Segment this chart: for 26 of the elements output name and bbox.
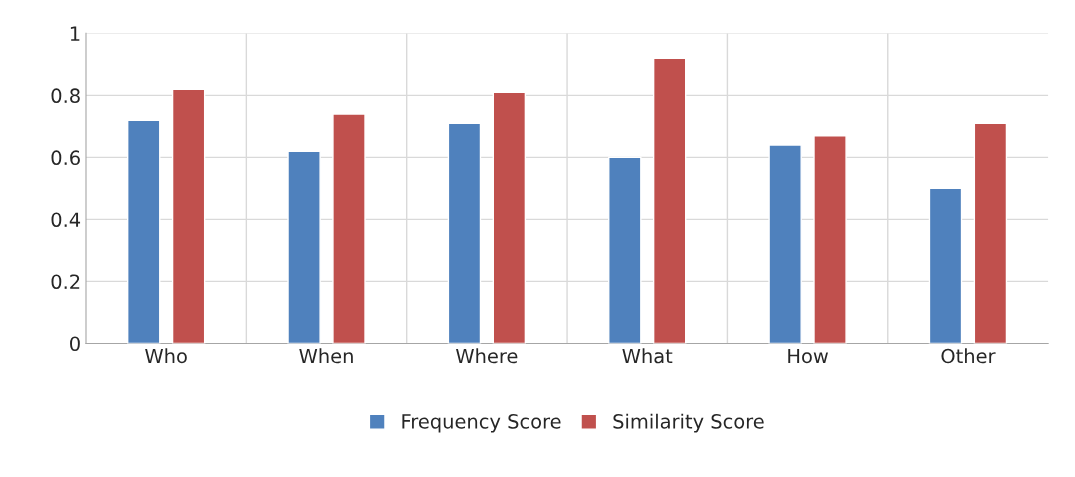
y-tick-label: 0	[70, 336, 80, 352]
bar	[287, 150, 321, 344]
bar	[492, 91, 527, 344]
y-tick-label: 0.4	[51, 212, 81, 228]
bar	[768, 144, 802, 344]
y-tick-label: 0.2	[51, 274, 80, 290]
bar	[608, 156, 642, 344]
x-tick-label: Who	[145, 348, 187, 364]
bar	[126, 119, 161, 344]
legend-label: Similarity Score	[613, 413, 764, 433]
bar	[447, 122, 482, 344]
bar	[928, 187, 963, 344]
x-tick-label: Where	[456, 348, 518, 364]
x-tick-label: How	[788, 348, 828, 364]
x-tick-label: What	[622, 348, 673, 364]
y-tick-label: 0.8	[51, 88, 80, 104]
y-tick-label: 0.6	[51, 150, 80, 166]
bar	[813, 135, 847, 344]
y-tick-label: 1	[70, 26, 80, 41]
bar	[171, 88, 206, 344]
x-tick-label: When	[299, 348, 353, 364]
bar	[332, 113, 366, 344]
x-tick-label: Other	[941, 348, 996, 364]
legend-label: Frequency Score	[402, 413, 561, 433]
bar	[652, 57, 687, 344]
bar	[973, 122, 1008, 344]
